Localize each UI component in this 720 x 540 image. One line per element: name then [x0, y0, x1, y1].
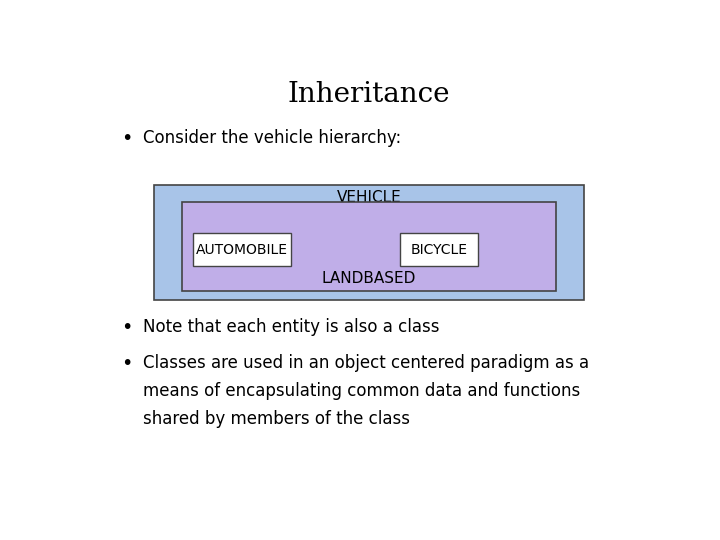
FancyBboxPatch shape — [193, 233, 291, 266]
Text: Classes are used in an object centered paradigm as a: Classes are used in an object centered p… — [143, 354, 589, 372]
Text: means of encapsulating common data and functions: means of encapsulating common data and f… — [143, 382, 580, 400]
Text: Note that each entity is also a class: Note that each entity is also a class — [143, 319, 439, 336]
FancyBboxPatch shape — [182, 202, 556, 292]
Text: Inheritance: Inheritance — [288, 82, 450, 109]
Text: VEHICLE: VEHICLE — [337, 190, 401, 205]
Text: •: • — [121, 319, 132, 338]
Text: BICYCLE: BICYCLE — [410, 243, 467, 257]
Text: •: • — [121, 129, 132, 149]
Text: LANDBASED: LANDBASED — [322, 272, 416, 286]
Text: shared by members of the class: shared by members of the class — [143, 410, 410, 428]
Text: •: • — [121, 354, 132, 373]
FancyBboxPatch shape — [400, 233, 478, 266]
Text: Consider the vehicle hierarchy:: Consider the vehicle hierarchy: — [143, 129, 401, 147]
FancyBboxPatch shape — [154, 185, 584, 300]
Text: AUTOMOBILE: AUTOMOBILE — [196, 243, 288, 257]
